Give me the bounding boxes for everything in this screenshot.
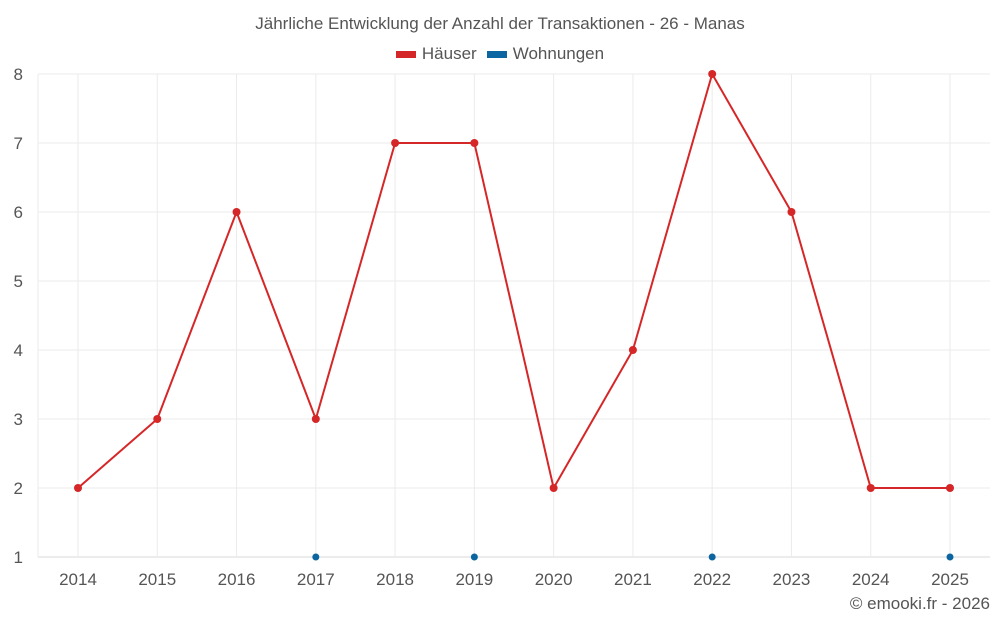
x-tick-label: 2022 xyxy=(693,570,731,589)
data-point xyxy=(312,553,320,561)
y-tick-label: 1 xyxy=(14,548,23,567)
data-point xyxy=(946,484,954,492)
data-point xyxy=(628,346,637,354)
legend-swatch-wohnungen xyxy=(486,50,507,58)
legend-swatch-haeuser xyxy=(395,50,416,58)
series-line xyxy=(77,73,950,489)
data-point xyxy=(708,70,717,78)
data-point xyxy=(153,415,162,423)
chart-title: Jährliche Entwicklung der Anzahl der Tra… xyxy=(255,14,745,33)
data-point xyxy=(866,484,875,492)
x-tick-label: 2018 xyxy=(376,570,414,589)
y-tick-label: 8 xyxy=(14,65,23,84)
x-tick-label: 2016 xyxy=(218,570,256,589)
x-tick-label: 2020 xyxy=(535,570,573,589)
data-point xyxy=(708,553,716,561)
legend-item-wohnungen[interactable]: Wohnungen xyxy=(486,44,605,64)
x-tick-label: 2014 xyxy=(59,570,97,589)
x-tick-label: 2023 xyxy=(773,570,811,589)
chart-legend: Häuser Wohnungen xyxy=(0,44,1000,64)
x-tick-label: 2019 xyxy=(455,570,493,589)
y-tick-label: 5 xyxy=(14,272,23,291)
credit-text: © emooki.fr - 2026 xyxy=(849,594,990,613)
x-tick-label: 2021 xyxy=(614,570,652,589)
x-tick-label: 2017 xyxy=(297,570,335,589)
x-tick-label: 2015 xyxy=(138,570,176,589)
y-tick-label: 3 xyxy=(14,410,23,429)
data-point xyxy=(232,208,241,216)
data-point xyxy=(787,208,796,216)
data-point xyxy=(74,484,82,492)
x-tick-label: 2025 xyxy=(931,570,969,589)
data-point xyxy=(391,139,400,147)
data-point xyxy=(549,484,558,492)
data-point xyxy=(946,553,954,561)
data-point xyxy=(470,139,479,147)
y-tick-label: 7 xyxy=(14,134,23,153)
y-tick-label: 6 xyxy=(14,203,23,222)
legend-item-haeuser[interactable]: Häuser xyxy=(395,44,477,64)
data-point xyxy=(311,415,320,423)
x-tick-label: 2024 xyxy=(852,570,890,589)
legend-label-wohnungen: Wohnungen xyxy=(512,44,605,63)
legend-label-haeuser: Häuser xyxy=(421,44,477,63)
y-tick-label: 2 xyxy=(14,479,23,498)
y-tick-label: 4 xyxy=(14,341,23,360)
data-point xyxy=(470,553,478,561)
